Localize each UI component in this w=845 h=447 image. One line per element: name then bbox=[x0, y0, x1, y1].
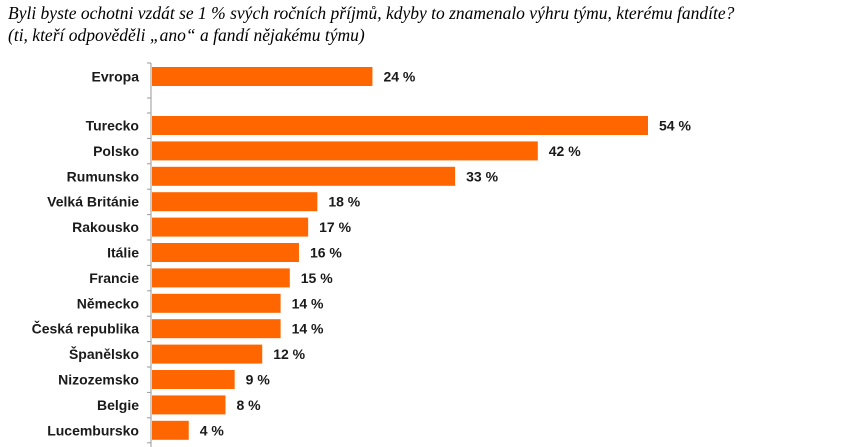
chart-axis bbox=[147, 62, 152, 447]
bar-0 bbox=[152, 67, 373, 86]
category-label-2: Polsko bbox=[93, 143, 139, 159]
category-label-12: Belgie bbox=[97, 397, 139, 413]
category-label-11: Nizozemsko bbox=[58, 372, 139, 388]
bar-4 bbox=[152, 192, 318, 212]
chart-title: Byli byste ochotni vzdát se 1 % svých ro… bbox=[8, 2, 843, 46]
value-label-10: 12 % bbox=[273, 346, 305, 362]
bar-3 bbox=[152, 166, 456, 186]
bar-11 bbox=[152, 370, 235, 389]
chart-bars bbox=[152, 67, 648, 440]
category-label-3: Rumunsko bbox=[67, 168, 139, 184]
value-label-4: 18 % bbox=[328, 194, 360, 210]
value-label-7: 15 % bbox=[301, 270, 333, 286]
value-label-2: 42 % bbox=[549, 143, 581, 159]
value-label-3: 33 % bbox=[466, 168, 498, 184]
category-label-5: Rakousko bbox=[72, 219, 139, 235]
value-label-9: 14 % bbox=[292, 321, 324, 337]
bar-2 bbox=[152, 141, 538, 161]
bar-12 bbox=[152, 395, 226, 415]
value-label-6: 16 % bbox=[310, 245, 342, 261]
category-label-4: Velká Británie bbox=[47, 194, 139, 210]
bar-10 bbox=[152, 344, 263, 364]
category-label-13: Lucembursko bbox=[47, 422, 139, 438]
value-labels: 24 % 54 % 42 % 33 % 18 % 17 % 16 % 15 % 14 % 14 %… bbox=[200, 69, 692, 439]
bar-13 bbox=[152, 420, 189, 440]
bar-7 bbox=[152, 268, 290, 288]
value-label-11: 9 % bbox=[246, 372, 271, 388]
chart-title-line-1: Byli byste ochotni vzdát se 1 % svých ro… bbox=[8, 3, 735, 23]
value-label-8: 14 % bbox=[292, 295, 324, 311]
value-label-12: 8 % bbox=[236, 397, 261, 413]
bar-6 bbox=[152, 243, 299, 262]
category-label-8: Německo bbox=[77, 295, 139, 311]
value-label-5: 17 % bbox=[319, 219, 351, 235]
category-label-1: Turecko bbox=[86, 118, 139, 134]
category-label-10: Španělsko bbox=[69, 345, 139, 362]
bar-1 bbox=[152, 116, 648, 135]
category-label-6: Itálie bbox=[107, 245, 139, 261]
category-label-7: Francie bbox=[89, 270, 139, 286]
bar-8 bbox=[152, 293, 281, 313]
category-label-0: Evropa bbox=[92, 69, 140, 85]
category-labels: Evropa Turecko Polsko Rumunsko Velká Británi… bbox=[32, 69, 140, 439]
value-label-13: 4 % bbox=[200, 422, 225, 438]
category-label-9: Česká republika bbox=[32, 320, 140, 337]
value-label-1: 54 % bbox=[659, 118, 691, 134]
bar-5 bbox=[152, 217, 309, 237]
value-label-0: 24 % bbox=[383, 69, 415, 85]
chart-subtitle: (ti, kteří odpověděli „ano“ a fandí něja… bbox=[8, 25, 365, 45]
bar-9 bbox=[152, 319, 281, 339]
